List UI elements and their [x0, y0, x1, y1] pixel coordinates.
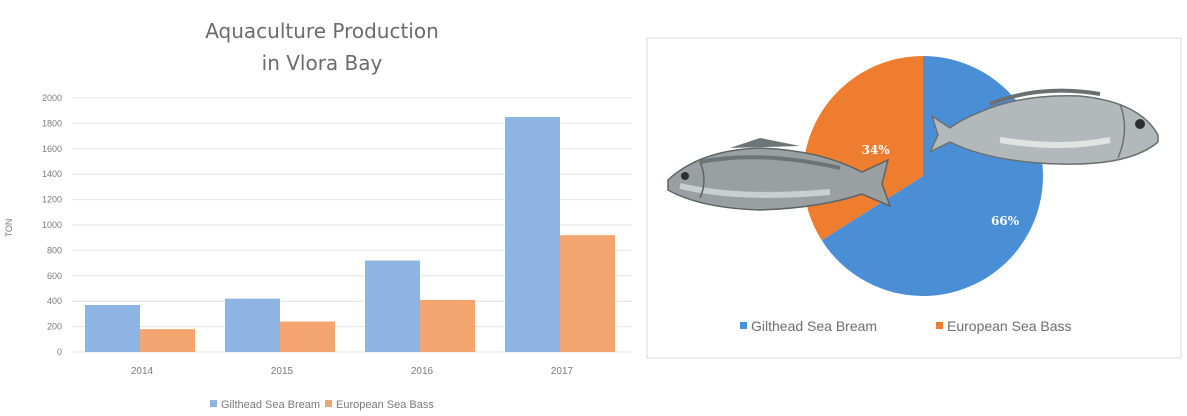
bar-gilthead-sea-bream-2016 — [365, 260, 420, 352]
pie-legend-label: Gilthead Sea Bream — [751, 318, 877, 334]
y-tick-label: 200 — [47, 322, 62, 332]
pie-slice-label: 66% — [991, 214, 1020, 228]
pie-legend-swatch — [936, 322, 943, 329]
bar-gilthead-sea-bream-2015 — [225, 298, 280, 352]
y-tick-label: 1000 — [42, 220, 62, 230]
bar-european-sea-bass-2015 — [280, 321, 335, 352]
sea-bream-fish-image — [928, 88, 1159, 165]
y-tick-label: 2000 — [42, 93, 62, 103]
pie-legend: Gilthead Sea Bream European Sea Bass — [740, 318, 1072, 334]
legend-label: European Sea Bass — [336, 399, 434, 411]
y-tick-label: 1400 — [42, 169, 62, 179]
pie-slice-labels: 66% 34% — [862, 143, 1020, 228]
x-tick-label: 2017 — [551, 366, 574, 377]
pie-legend-label: European Sea Bass — [947, 318, 1072, 334]
y-tick-label: 1600 — [42, 144, 62, 154]
bar-gilthead-sea-bream-2017 — [505, 117, 560, 352]
x-tick-label: 2016 — [411, 366, 434, 377]
bar-european-sea-bass-2014 — [140, 329, 195, 352]
pie-chart: 66% 34% Gilthead Sea Bream European Sea Ba… — [646, 37, 1182, 359]
bar-chart-title-line-2: in Vlora Bay — [262, 51, 383, 75]
bar-marks — [85, 117, 615, 352]
x-tick-label: 2015 — [271, 366, 294, 377]
bar-european-sea-bass-2017 — [560, 235, 615, 352]
x-tick-labels: 2014 2015 2016 2017 — [131, 366, 574, 377]
y-tick-label: 0 — [57, 347, 62, 357]
sea-bass-fish-image — [667, 138, 892, 211]
legend-swatch — [325, 400, 332, 407]
y-tick-label: 400 — [47, 296, 62, 306]
x-tick-label: 2014 — [131, 366, 154, 377]
bar-european-sea-bass-2016 — [420, 299, 475, 352]
y-tick-label: 1800 — [42, 118, 62, 128]
legend-swatch — [210, 400, 217, 407]
y-tick-labels: 0 200 400 600 800 1000 1200 1400 1600 1800 2000 — [42, 93, 62, 357]
bar-legend: Gilthead Sea Bream European Sea Bass — [210, 399, 434, 411]
pie-legend-swatch — [740, 322, 747, 329]
bar-chart: Aquaculture Production in Vlora Bay TON … — [4, 19, 632, 411]
bar-chart-title-line-1: Aquaculture Production — [205, 19, 439, 43]
legend-label: Gilthead Sea Bream — [221, 399, 320, 411]
pie-slice-label: 34% — [862, 143, 891, 157]
y-axis-label: TON — [4, 219, 14, 238]
y-tick-label: 1200 — [42, 195, 62, 205]
bar-gilthead-sea-bream-2014 — [85, 305, 140, 352]
y-tick-label: 600 — [47, 271, 62, 281]
y-tick-label: 800 — [47, 245, 62, 255]
